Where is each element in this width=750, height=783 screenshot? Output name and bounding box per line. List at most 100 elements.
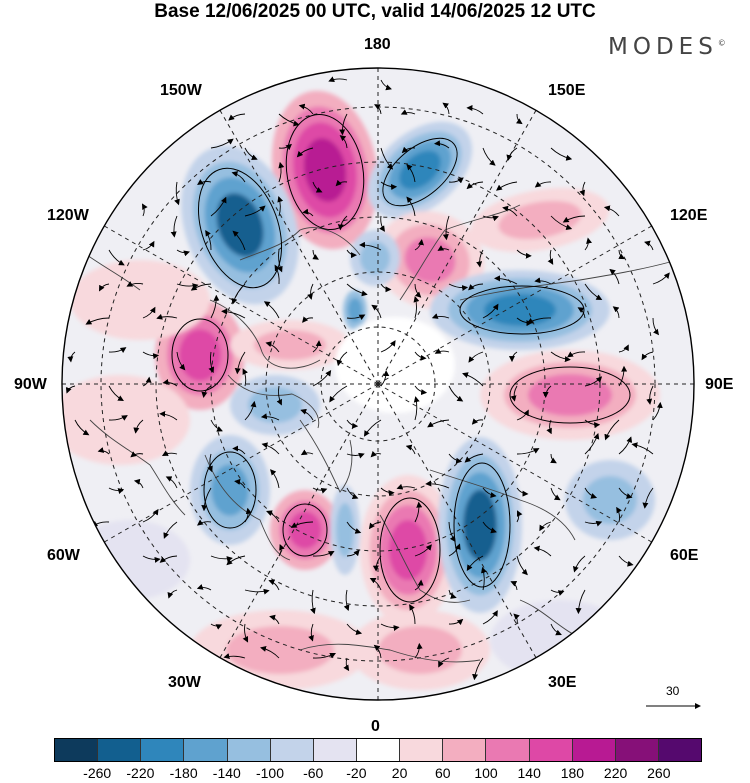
wind-vector — [400, 109, 416, 115]
wind-vector — [464, 453, 484, 463]
wind-vector — [533, 545, 552, 557]
lon-label-0: 0 — [371, 718, 380, 735]
wind-vector — [278, 113, 300, 127]
wind-vector — [372, 555, 382, 572]
wind-vector — [244, 588, 270, 595]
wind-vector — [579, 181, 586, 197]
colorbar-segment — [615, 739, 659, 761]
wind-vector — [442, 215, 450, 241]
wind-vector — [448, 521, 456, 543]
wind-vector — [472, 657, 484, 681]
wind-vector — [142, 240, 155, 251]
wind-vector — [201, 385, 212, 398]
wind-vector — [165, 476, 178, 489]
wind-vectors — [65, 76, 670, 681]
colorbar-segment — [400, 739, 444, 761]
wind-vector — [260, 645, 280, 659]
colorbar-segment — [270, 739, 314, 761]
anomaly-contour — [288, 511, 322, 549]
wind-vector — [380, 181, 398, 190]
wind-vector — [302, 208, 314, 217]
parallel-circle — [210, 216, 546, 552]
wind-vector — [534, 181, 552, 188]
wind-vector — [369, 577, 382, 591]
wind-vector — [142, 306, 156, 319]
wind-vector — [312, 487, 328, 494]
wind-vector — [550, 147, 573, 161]
wind-vector — [414, 385, 428, 396]
wind-vector — [296, 147, 314, 158]
colorbar-tick-label: 100 — [474, 765, 498, 781]
wind-vector — [142, 376, 152, 387]
wind-vector — [300, 408, 314, 421]
wind-vector — [584, 283, 603, 300]
wind-vector — [232, 230, 246, 251]
wind-vector — [539, 521, 552, 532]
wind-vector — [336, 351, 348, 367]
wind-vector — [263, 301, 280, 319]
wind-vector — [308, 623, 314, 642]
wind-vector — [210, 555, 233, 563]
lon-label-60e: 60E — [670, 547, 699, 564]
wind-vector — [414, 642, 423, 659]
colorbar-segment — [141, 739, 185, 761]
wind-vector — [207, 453, 213, 473]
wind-vector — [550, 589, 565, 596]
wind-vector — [513, 613, 520, 625]
wind-vector — [232, 445, 246, 455]
wind-vector — [363, 419, 382, 437]
wind-vector — [210, 196, 227, 217]
lon-label-150e: 150E — [548, 82, 586, 99]
wind-vector — [108, 487, 125, 494]
wind-vector — [506, 147, 518, 161]
wind-vector — [210, 138, 234, 149]
wind-vector — [226, 555, 246, 566]
wind-vector — [609, 268, 620, 285]
wind-vector — [618, 365, 628, 387]
wind-vector — [508, 351, 518, 363]
wind-vector — [396, 483, 416, 490]
wind-vector — [603, 205, 620, 217]
wind-vector — [546, 419, 552, 435]
parallel-circle — [155, 161, 601, 607]
wind-vector — [278, 161, 285, 183]
lon-label-60w: 60W — [47, 547, 80, 564]
wind-vector — [328, 76, 348, 82]
height-contour — [197, 167, 283, 289]
wind-vector — [260, 413, 280, 421]
wind-vector — [142, 203, 148, 217]
wind-vector — [268, 579, 280, 591]
anomaly-contour — [70, 520, 190, 600]
anomaly-contour — [248, 387, 302, 423]
wind-vector — [266, 510, 280, 523]
coastline-europe-south — [299, 643, 481, 663]
wind-vector — [380, 340, 396, 353]
wind-vector — [374, 104, 382, 115]
wind-vector — [462, 372, 484, 387]
height-contour — [171, 318, 229, 392]
wind-vector — [612, 306, 620, 319]
wind-vector — [312, 340, 322, 353]
wind-vector — [618, 487, 633, 499]
wind-vector — [644, 240, 654, 251]
wind-vector — [130, 451, 144, 458]
wind-vector — [65, 385, 76, 394]
wind-vector — [380, 623, 400, 631]
wind-vector — [414, 283, 422, 298]
wind-vector — [108, 249, 125, 266]
wind-vector — [197, 179, 212, 185]
lon-label-30e: 30E — [548, 674, 577, 691]
wind-vector — [97, 447, 110, 455]
colorbar-tick-label: -220 — [126, 765, 155, 781]
wind-vector — [159, 410, 178, 421]
colorbar-segment — [313, 739, 357, 761]
neutral-region — [335, 317, 455, 413]
wind-vector — [261, 442, 280, 455]
wind-vector — [584, 237, 592, 251]
wind-vector — [494, 275, 518, 285]
colorbar-tick-label: -60 — [303, 765, 324, 781]
wind-vector — [176, 351, 186, 371]
anomaly-contour — [211, 464, 249, 516]
wind-vector — [74, 419, 90, 436]
wind-vector — [163, 521, 178, 539]
